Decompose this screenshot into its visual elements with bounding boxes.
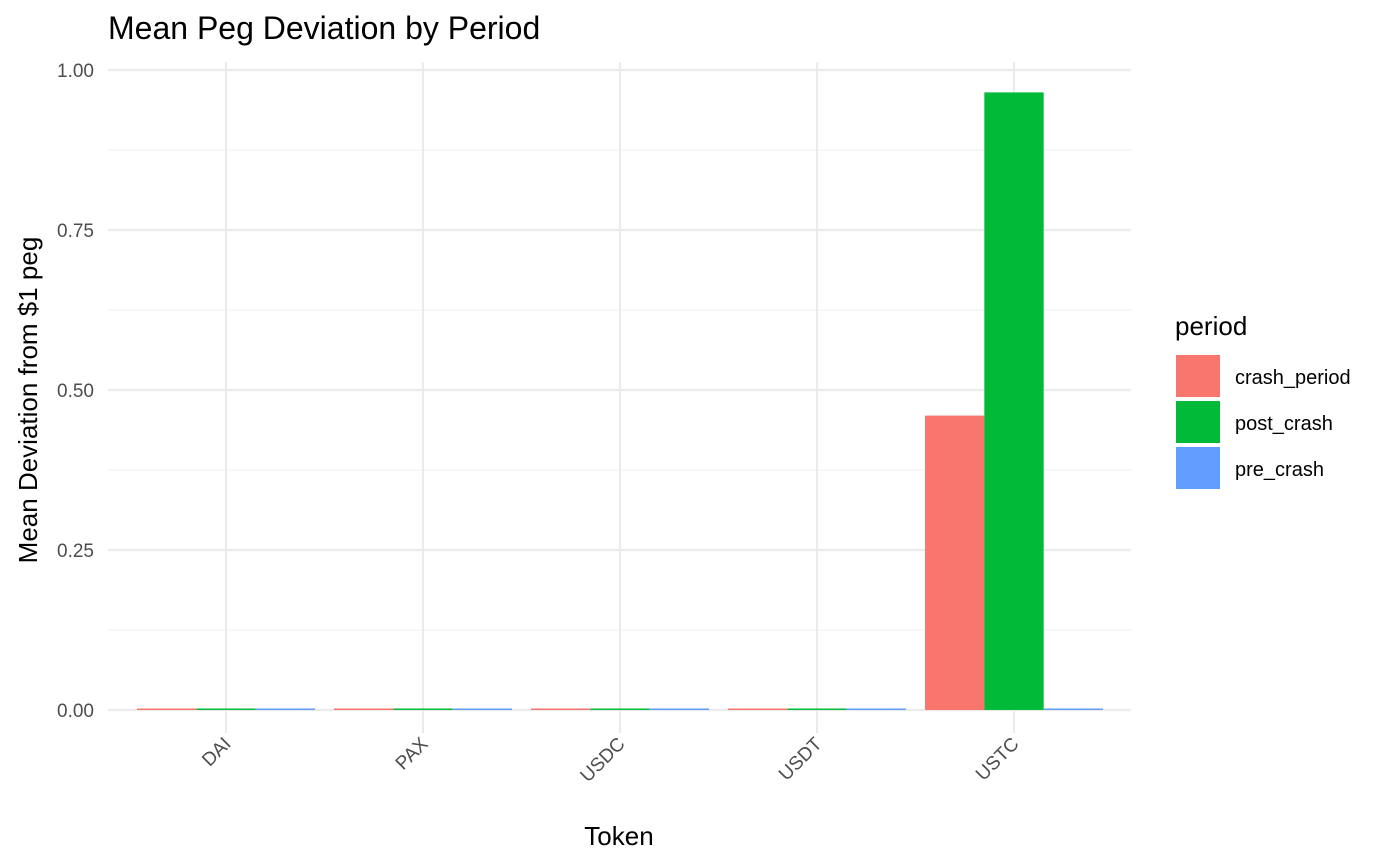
x-tick-label: DAI [198,734,235,771]
chart-title: Mean Peg Deviation by Period [108,10,540,46]
bar-pre_crash-USDC [649,708,709,710]
bar-crash_period-USDT [728,708,788,710]
legend-title: period [1175,311,1247,341]
y-axis-title: Mean Deviation from $1 peg [13,237,43,564]
x-tick-label: USDT [775,733,827,785]
y-tick-label: 0.50 [57,381,94,402]
bar-pre_crash-USDT [846,708,906,710]
bar-crash_period-USTC [925,415,985,710]
bar-crash_period-DAI [137,708,197,710]
legend-label-crash_period: crash_period [1235,367,1351,389]
bar-post_crash-USTC [984,92,1044,710]
x-axis-title: Token [584,821,653,851]
bar-pre_crash-PAX [452,708,512,710]
y-tick-label: 1.00 [57,61,94,82]
bar-post_crash-PAX [393,708,453,710]
legend-swatch-crash_period [1176,355,1220,397]
y-axis-ticks: 0.00 0.25 0.50 0.75 1.00 [57,61,94,722]
y-tick-label: 0.25 [57,541,94,562]
bar-post_crash-DAI [196,708,256,710]
x-tick-label: PAX [392,733,433,774]
legend-label-pre_crash: pre_crash [1235,459,1324,481]
legend: period crash_period post_crash pre_crash [1175,311,1351,489]
bars [137,92,1103,710]
legend-label-post_crash: post_crash [1235,413,1333,435]
bar-crash_period-USDC [531,708,591,710]
y-tick-label: 0.00 [57,701,94,722]
x-tick-label: USDC [577,734,630,787]
bar-pre_crash-DAI [255,708,315,710]
legend-swatch-pre_crash [1176,447,1220,489]
bar-pre_crash-USTC [1043,708,1103,710]
x-axis-ticks: DAI PAX USDC USDT USTC [198,733,1023,786]
x-tick-label: USTC [972,734,1023,785]
y-tick-label: 0.75 [57,221,94,242]
legend-swatch-post_crash [1176,401,1220,443]
bar-crash_period-PAX [334,708,394,710]
bar-post_crash-USDT [787,708,847,710]
bar-post_crash-USDC [590,708,650,710]
